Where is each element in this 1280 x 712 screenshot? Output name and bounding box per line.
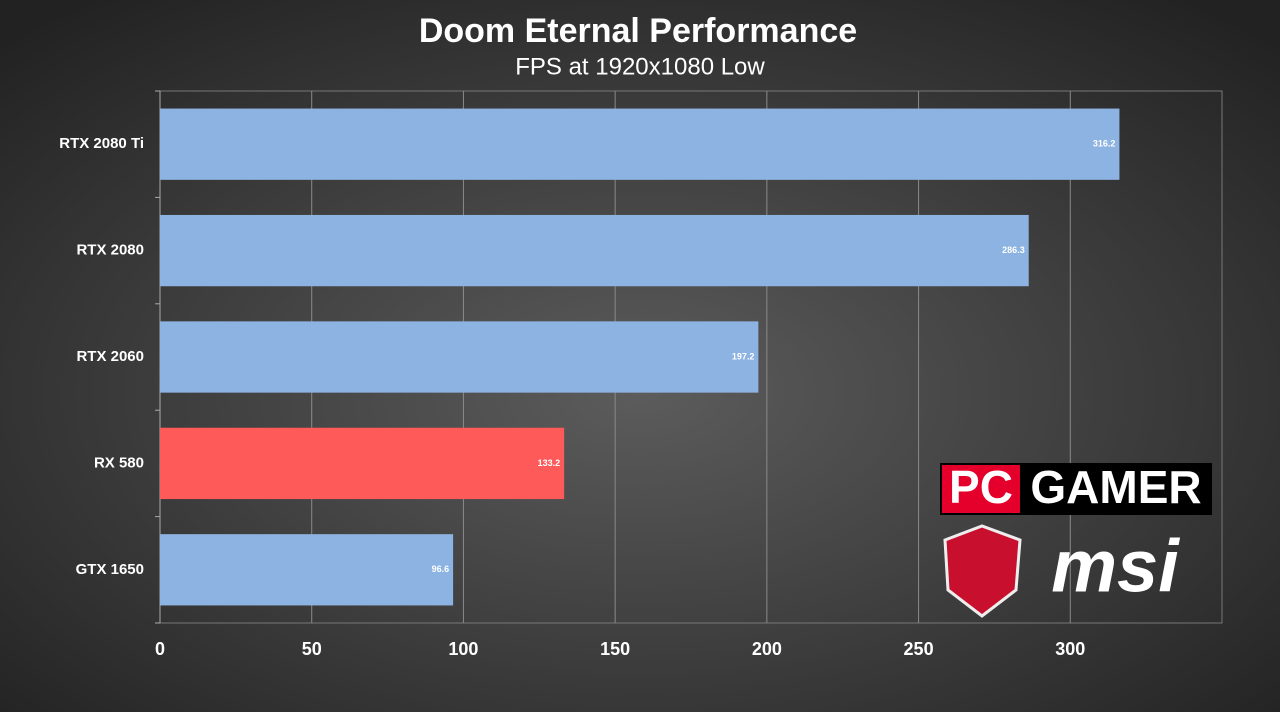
y-tick-label: RTX 2060 <box>76 348 144 365</box>
y-tick-label: RX 580 <box>94 454 144 471</box>
x-tick-label: 100 <box>448 639 478 659</box>
logo: PC GAMER msi <box>940 461 1212 618</box>
value-label: 316.2 <box>1093 139 1116 149</box>
bar <box>160 108 1120 180</box>
value-label: 96.6 <box>432 564 450 574</box>
x-tick-label: 50 <box>302 639 322 659</box>
bar <box>160 427 565 500</box>
y-tick-label: GTX 1650 <box>76 561 144 578</box>
value-label: 197.2 <box>732 351 755 361</box>
y-tick-label: RTX 2080 <box>76 242 144 259</box>
bar <box>160 534 454 606</box>
plot: 0 50 100 150 200 250 300 RTX 2080 Ti 316.2 RTX 20… <box>59 90 1223 659</box>
x-tick-label: 300 <box>1055 639 1085 659</box>
x-tick-label: 150 <box>600 639 630 659</box>
value-label: 286.3 <box>1002 245 1025 255</box>
chart-subtitle: FPS at 1920x1080 Low <box>515 53 765 80</box>
x-tick-label: 200 <box>752 639 782 659</box>
chart-title: Doom Eternal Performance <box>419 12 857 50</box>
logo-pc: PC <box>949 461 1013 513</box>
bar <box>160 214 1029 287</box>
x-tick-label: 0 <box>155 639 165 659</box>
bar <box>160 321 759 393</box>
value-label: 133.2 <box>538 458 561 468</box>
logo-gamer: GAMER <box>1030 461 1201 513</box>
logo-red <box>942 465 1020 513</box>
logo-msi: msi <box>1051 525 1180 608</box>
msi-shield <box>943 524 1022 618</box>
x-tick-label: 250 <box>904 639 934 659</box>
y-tick-label: RTX 2080 Ti <box>59 135 144 152</box>
